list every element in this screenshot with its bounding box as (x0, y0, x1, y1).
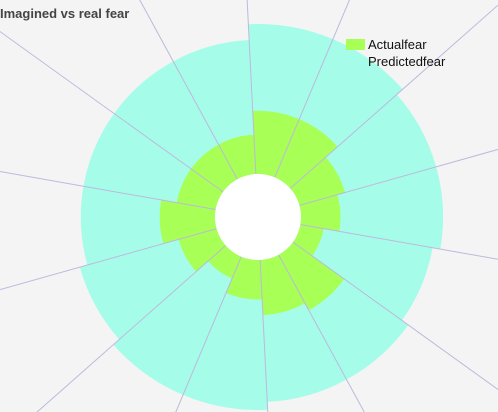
spoke-line-5 (300, 223, 498, 260)
legend-swatch-actual (346, 39, 365, 50)
spoke-line-6 (292, 241, 498, 391)
actual-segment-10[interactable] (178, 228, 226, 272)
predicted-segment-5[interactable] (292, 224, 433, 321)
legend: Actualfear Predictedfear (346, 36, 445, 70)
actual-segment-8[interactable] (225, 256, 263, 300)
spoke-line-2 (274, 0, 350, 178)
spoke-line-13 (0, 30, 224, 193)
spoke-line-10 (36, 245, 227, 412)
predicted-segment-9[interactable] (113, 245, 242, 395)
spoke-line-11 (0, 228, 217, 291)
legend-item-predicted[interactable]: Predictedfear (346, 53, 445, 70)
actual-series-layer (159, 110, 345, 316)
center-hole (215, 174, 301, 260)
actual-segment-4[interactable] (299, 194, 341, 232)
spoke-line-3 (289, 4, 498, 189)
actual-segment-6[interactable] (278, 242, 345, 311)
actual-segment-9[interactable] (208, 245, 242, 279)
spoke-line-14 (139, 0, 238, 180)
spoke-line-4 (299, 148, 498, 206)
actual-segment-13[interactable] (191, 144, 238, 192)
actual-segment-5[interactable] (292, 224, 324, 256)
actual-segment-12[interactable] (176, 168, 224, 210)
spoke-line-7 (278, 254, 365, 412)
spoke-line-1 (246, 0, 257, 175)
actual-segment-3[interactable] (290, 157, 345, 206)
spoke-line-9 (175, 256, 242, 412)
actual-segment-14[interactable] (218, 134, 256, 180)
actual-segment-11[interactable] (159, 199, 217, 244)
chart-title: Imagined vs real fear (0, 6, 130, 21)
actual-segment-2[interactable] (274, 119, 338, 189)
actual-segment-1[interactable] (252, 110, 300, 178)
legend-label-predicted: Predictedfear (368, 54, 446, 69)
legend-item-actual[interactable]: Actualfear (346, 36, 445, 53)
legend-label-actual: Actualfear (368, 37, 427, 52)
actual-segment-7[interactable] (260, 254, 306, 316)
spoke-line-12 (0, 171, 216, 211)
spoke-line-8 (259, 259, 269, 412)
legend-swatch-predicted (346, 56, 365, 67)
